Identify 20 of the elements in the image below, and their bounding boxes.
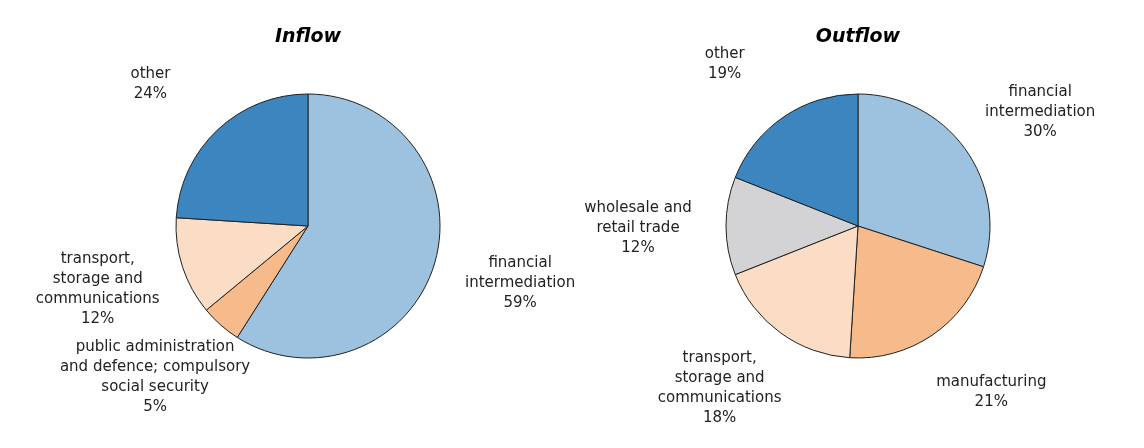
slice-label: transport, storage and communications xyxy=(657,348,782,407)
data-label: 21% xyxy=(974,391,1008,410)
slice-label: financial intermediation xyxy=(465,253,576,292)
data-label: 30% xyxy=(1023,121,1057,140)
slice-label: manufacturing xyxy=(936,371,1047,390)
data-label: 59% xyxy=(503,293,537,312)
slice-label: financial intermediation xyxy=(985,81,1096,120)
chart-title: Outflow xyxy=(815,24,901,46)
slice-label: wholesale and retail trade xyxy=(584,198,692,236)
data-label: 12% xyxy=(81,309,115,328)
data-label: 5% xyxy=(143,396,167,415)
chart-title: Inflow xyxy=(274,24,342,46)
data-label: 19% xyxy=(708,64,742,83)
data-label: 24% xyxy=(133,83,168,102)
slice-label: other xyxy=(704,44,746,63)
slice-label: public administration and defence; compulsory social security xyxy=(59,336,251,395)
slice-label: other xyxy=(130,63,172,82)
slice-label: transport, storage and communications xyxy=(35,249,160,308)
data-label: 18% xyxy=(702,408,737,427)
data-label: 12% xyxy=(621,238,655,256)
